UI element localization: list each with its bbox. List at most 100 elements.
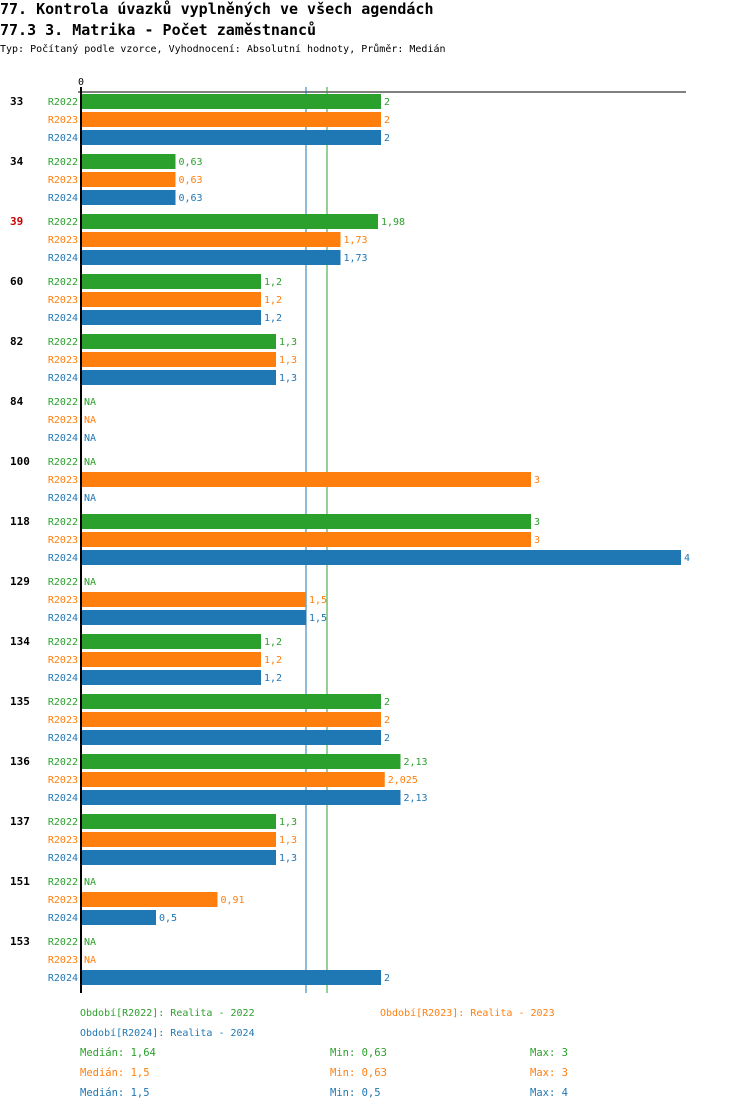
bar-r2024 (81, 610, 306, 625)
series-row-label: R2024 (48, 673, 78, 684)
category-label: 33 (10, 95, 23, 108)
data-label: 2 (384, 97, 390, 108)
data-label: 1,2 (264, 313, 282, 324)
data-label: 3 (534, 475, 540, 486)
stat-median-r2023: Medián: 1,5 (80, 1067, 150, 1079)
series-row-label: R2022 (48, 697, 78, 708)
category-label: 153 (10, 935, 30, 948)
bar-r2024 (81, 970, 381, 985)
series-row-label: R2023 (48, 175, 78, 186)
data-label: 4 (684, 553, 690, 564)
data-label: 1,3 (279, 853, 297, 864)
category-label: 34 (10, 155, 24, 168)
bar-r2022 (81, 694, 381, 709)
data-label: NA (84, 877, 96, 888)
data-label: 0,91 (221, 895, 245, 906)
series-row-label: R2022 (48, 217, 78, 228)
series-row-label: R2023 (48, 775, 78, 786)
data-label: 1,5 (309, 613, 327, 624)
data-label: 1,3 (279, 337, 297, 348)
data-label: 2 (384, 133, 390, 144)
series-row-label: R2023 (48, 595, 78, 606)
series-row-label: R2022 (48, 157, 78, 168)
series-row-label: R2024 (48, 253, 78, 264)
series-row-label: R2022 (48, 397, 78, 408)
stat-max-r2022: Max: 3 (530, 1047, 568, 1059)
data-label: 1,2 (264, 295, 282, 306)
series-row-label: R2024 (48, 313, 78, 324)
series-row-label: R2023 (48, 355, 78, 366)
data-label: NA (84, 415, 96, 426)
bar-r2024 (81, 250, 341, 265)
bar-r2024 (81, 130, 381, 145)
data-label: 1,2 (264, 277, 282, 288)
data-label: 1,2 (264, 637, 282, 648)
bar-r2024 (81, 310, 261, 325)
series-row-label: R2023 (48, 655, 78, 666)
bar-r2022 (81, 274, 261, 289)
bar-r2022 (81, 334, 276, 349)
data-label: 2 (384, 115, 390, 126)
data-label: 1,2 (264, 655, 282, 666)
bar-r2024 (81, 370, 276, 385)
category-label: 135 (10, 695, 30, 708)
series-row-label: R2022 (48, 457, 78, 468)
bar-r2023 (81, 532, 531, 547)
bar-r2024 (81, 910, 156, 925)
bar-r2023 (81, 472, 531, 487)
series-row-label: R2024 (48, 793, 78, 804)
series-row-label: R2023 (48, 475, 78, 486)
bar-r2023 (81, 352, 276, 367)
series-row-label: R2024 (48, 853, 78, 864)
legend-item-r2023: Období[R2023]: Realita - 2023 (380, 1008, 555, 1019)
bar-r2024 (81, 850, 276, 865)
series-row-label: R2024 (48, 373, 78, 384)
bar-r2022 (81, 214, 378, 229)
data-label: 2,13 (404, 757, 428, 768)
category-label: 137 (10, 815, 30, 828)
series-row-label: R2022 (48, 817, 78, 828)
series-row-label: R2023 (48, 235, 78, 246)
data-label: 2 (384, 973, 390, 984)
series-row-label: R2024 (48, 733, 78, 744)
axis-zero-label: 0 (78, 77, 84, 88)
bar-r2022 (81, 514, 531, 529)
series-row-label: R2023 (48, 715, 78, 726)
bar-r2023 (81, 112, 381, 127)
bar-r2022 (81, 154, 176, 169)
series-row-label: R2024 (48, 433, 78, 444)
data-label: 2 (384, 697, 390, 708)
series-row-label: R2022 (48, 517, 78, 528)
data-label: 2 (384, 733, 390, 744)
data-label: 2 (384, 715, 390, 726)
bar-r2022 (81, 634, 261, 649)
series-row-label: R2023 (48, 115, 78, 126)
data-label: 0,63 (179, 175, 203, 186)
data-label: 1,3 (279, 835, 297, 846)
series-row-label: R2023 (48, 835, 78, 846)
bar-r2023 (81, 592, 306, 607)
data-label: NA (84, 493, 96, 504)
data-label: 1,73 (344, 235, 368, 246)
series-row-label: R2024 (48, 613, 78, 624)
bar-r2023 (81, 652, 261, 667)
series-row-label: R2022 (48, 577, 78, 588)
legend-item-r2022: Období[R2022]: Realita - 2022 (80, 1008, 255, 1019)
category-label: 60 (10, 275, 23, 288)
data-label: 1,3 (279, 373, 297, 384)
category-label: 136 (10, 755, 30, 768)
data-label: 1,98 (381, 217, 405, 228)
bar-r2022 (81, 94, 381, 109)
series-row-label: R2023 (48, 415, 78, 426)
category-label: 151 (10, 875, 30, 888)
data-label: 2,025 (388, 775, 418, 786)
bar-r2024 (81, 670, 261, 685)
data-label: 3 (534, 535, 540, 546)
series-row-label: R2022 (48, 637, 78, 648)
series-row-label: R2022 (48, 937, 78, 948)
data-label: 3 (534, 517, 540, 528)
category-label: 118 (10, 515, 30, 528)
stat-max-r2023: Max: 3 (530, 1067, 568, 1079)
data-label: 0,63 (179, 193, 203, 204)
